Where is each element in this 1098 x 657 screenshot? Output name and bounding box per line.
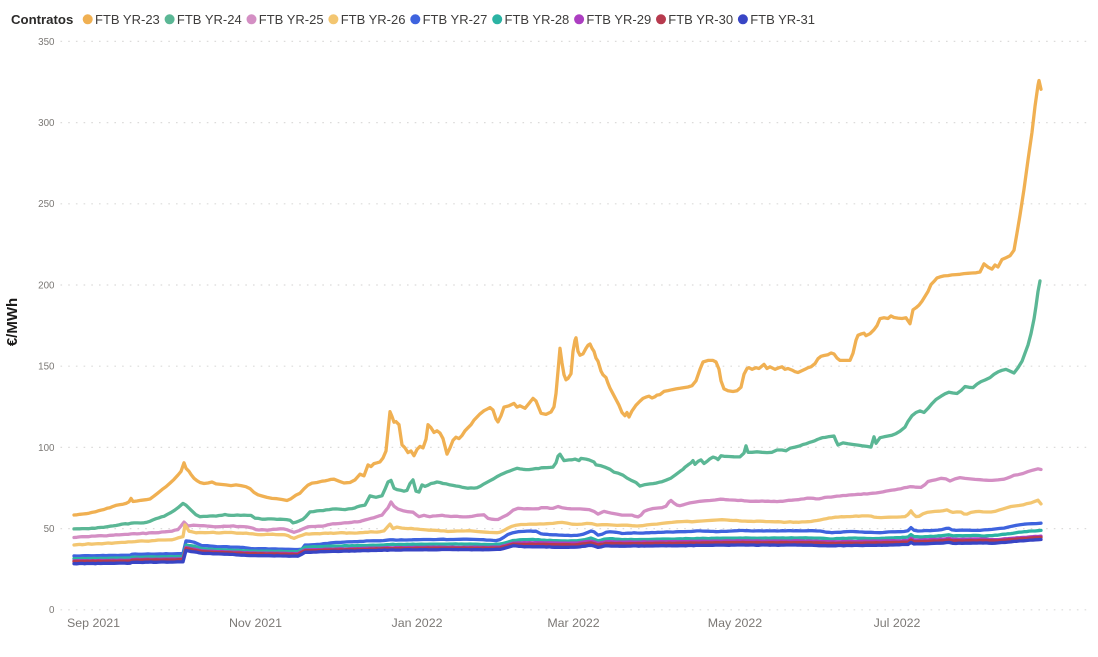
svg-text:May 2022: May 2022 bbox=[708, 616, 763, 630]
svg-text:FTB YR-26: FTB YR-26 bbox=[341, 12, 406, 27]
svg-text:0: 0 bbox=[49, 605, 55, 616]
svg-text:FTB YR-23: FTB YR-23 bbox=[95, 12, 160, 27]
svg-text:Nov 2021: Nov 2021 bbox=[229, 616, 282, 630]
svg-text:Mar 2022: Mar 2022 bbox=[547, 616, 599, 630]
svg-text:150: 150 bbox=[38, 362, 55, 373]
svg-text:200: 200 bbox=[38, 280, 55, 291]
svg-text:€/MWh: €/MWh bbox=[4, 298, 21, 346]
svg-text:300: 300 bbox=[38, 118, 55, 129]
svg-text:FTB YR-30: FTB YR-30 bbox=[668, 12, 733, 27]
svg-text:Sep 2021: Sep 2021 bbox=[67, 616, 120, 630]
svg-text:FTB YR-29: FTB YR-29 bbox=[586, 12, 651, 27]
svg-text:250: 250 bbox=[38, 199, 55, 210]
svg-text:FTB YR-25: FTB YR-25 bbox=[259, 12, 324, 27]
svg-text:FTB YR-31: FTB YR-31 bbox=[750, 12, 815, 27]
svg-text:50: 50 bbox=[44, 524, 55, 535]
svg-text:FTB YR-28: FTB YR-28 bbox=[505, 12, 570, 27]
svg-text:350: 350 bbox=[38, 37, 55, 48]
svg-text:100: 100 bbox=[38, 443, 55, 454]
svg-text:FTB YR-27: FTB YR-27 bbox=[423, 12, 488, 27]
svg-text:Jan 2022: Jan 2022 bbox=[392, 616, 443, 630]
svg-text:Contratos: Contratos bbox=[11, 12, 73, 27]
svg-text:Jul 2022: Jul 2022 bbox=[874, 616, 921, 630]
svg-text:FTB YR-24: FTB YR-24 bbox=[177, 12, 242, 27]
